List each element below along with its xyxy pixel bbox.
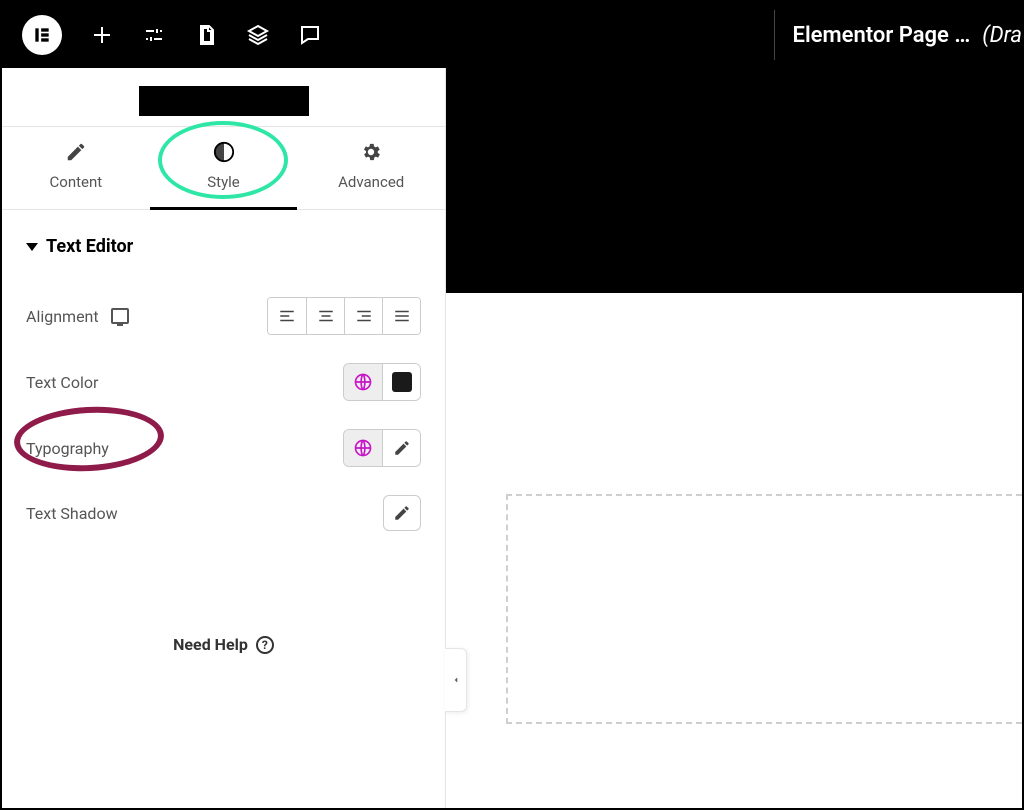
align-left-button[interactable] (268, 298, 306, 334)
control-text-shadow: Text Shadow (26, 481, 421, 545)
tab-advanced[interactable]: Advanced (297, 127, 445, 209)
align-center-button[interactable] (306, 298, 344, 334)
caret-down-icon (26, 243, 38, 251)
control-typography: Typography (26, 415, 421, 481)
color-swatch (392, 372, 412, 392)
editor-sidebar: Content Style Advanced Text Editor (2, 68, 446, 808)
contrast-icon (213, 141, 235, 163)
alignment-buttons (267, 297, 421, 335)
tab-style[interactable]: Style (150, 127, 298, 210)
alignment-label: Alignment (26, 307, 99, 326)
preview-canvas (446, 68, 1022, 808)
tab-style-label: Style (207, 173, 240, 191)
align-justify-button[interactable] (382, 298, 420, 334)
add-icon[interactable] (90, 23, 114, 47)
control-text-color: Text Color (26, 349, 421, 415)
section-title: Text Editor (46, 236, 133, 257)
empty-section-dropzone[interactable] (506, 494, 1022, 724)
text-color-label: Text Color (26, 373, 98, 392)
elementor-logo[interactable] (22, 15, 62, 55)
collapse-sidebar-button[interactable] (445, 648, 467, 712)
help-icon: ? (256, 636, 274, 654)
section-header[interactable]: Text Editor (26, 236, 421, 257)
need-help-link[interactable]: Need Help ? (2, 635, 445, 654)
typography-global[interactable] (344, 430, 382, 466)
align-right-button[interactable] (344, 298, 382, 334)
need-help-label: Need Help (173, 635, 248, 654)
gear-icon (360, 141, 382, 163)
responsive-desktop-icon[interactable] (111, 308, 129, 324)
page-status: (Dra (982, 23, 1022, 48)
top-bar: Elementor Page … (Dra (2, 2, 1022, 68)
editor-tabs: Content Style Advanced (2, 126, 445, 210)
tab-content-label: Content (50, 173, 103, 191)
settings-sliders-icon[interactable] (142, 23, 166, 47)
app-frame: Elementor Page … (Dra Content Style Adva… (0, 0, 1024, 810)
control-alignment: Alignment (26, 283, 421, 349)
section-text-editor: Text Editor Alignment Text Colo (2, 210, 445, 545)
typography-label: Typography (26, 439, 109, 458)
typography-edit[interactable] (382, 430, 420, 466)
main-area: Content Style Advanced Text Editor (2, 68, 1022, 808)
text-color-global[interactable] (344, 364, 382, 400)
tab-advanced-label: Advanced (338, 173, 404, 191)
pencil-icon (65, 141, 87, 163)
topbar-divider (774, 10, 775, 60)
widget-title-bar (139, 86, 309, 116)
preview-header-black (446, 68, 1022, 293)
layers-icon[interactable] (246, 23, 270, 47)
text-shadow-edit[interactable] (383, 495, 421, 531)
text-color-picker[interactable] (382, 364, 420, 400)
text-shadow-label: Text Shadow (26, 504, 118, 523)
document-icon[interactable] (194, 23, 218, 47)
page-title[interactable]: Elementor Page … (793, 23, 971, 48)
tab-content[interactable]: Content (2, 127, 150, 209)
comment-icon[interactable] (298, 23, 322, 47)
